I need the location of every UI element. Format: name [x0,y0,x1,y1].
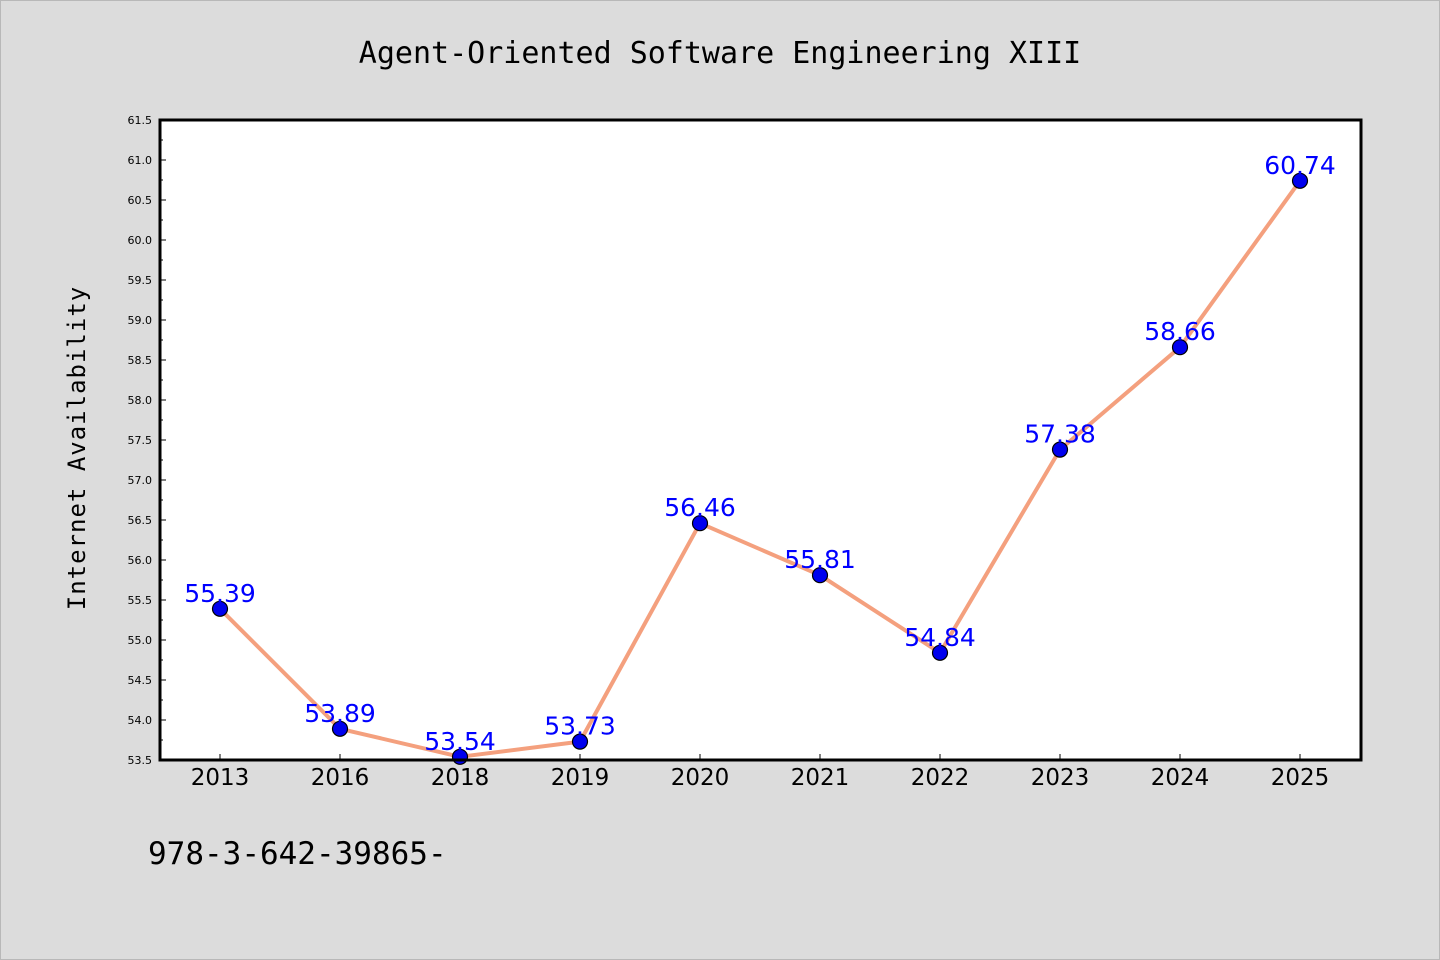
x-tick-label: 2019 [551,765,610,791]
y-tick-label: 57.0 [128,474,153,487]
x-axis: 2013 2016 2018 2019 2020 2021 2022 2023 2024 2025 [191,754,1330,791]
data-label: 54.84 [904,623,976,652]
data-label: 55.39 [184,579,256,608]
data-label: 53.54 [424,727,496,756]
data-labels: 55.39 53.89 53.54 53.73 56.46 55.81 54.84 57.38… [184,151,1336,756]
chart-title: Agent-Oriented Software Engineering XIII [359,36,1081,71]
data-label: 56.46 [664,493,736,522]
y-tick-label: 57.5 [128,434,153,447]
y-axis-label: Internet Availability [63,286,91,610]
x-tick-label: 2022 [911,765,970,791]
data-label: 55.81 [784,545,856,574]
data-label: 58.66 [1144,317,1216,346]
x-tick-label: 2024 [1151,765,1210,791]
x-tick-label: 2016 [311,765,370,791]
x-tick-label: 2023 [1031,765,1090,791]
y-tick-label: 59.0 [128,314,153,327]
data-point [691,515,709,532]
data-point [931,644,949,661]
data-point [571,733,589,750]
data-point [1291,172,1309,189]
x-tick-label: 2020 [671,765,730,791]
y-tick-label: 60.0 [128,234,153,247]
y-tick-label: 55.5 [128,594,153,607]
y-tick-label: 58.0 [128,394,153,407]
y-tick-label: 60.5 [128,194,153,207]
data-label: 53.89 [304,699,376,728]
y-tick-label: 54.5 [128,674,153,687]
data-label: 57.38 [1024,420,1096,449]
data-label: 53.73 [544,712,616,741]
footer-text: 978-3-642-39865- [148,836,447,872]
y-tick-label: 61.5 [128,114,153,127]
y-axis: 53.5 54.0 54.5 55.0 55.5 56.0 56.5 57.0 57.5 58.0… [128,114,166,767]
y-tick-label: 59.5 [128,274,153,287]
x-tick-label: 2021 [791,765,850,791]
y-tick-label: 53.5 [128,754,153,767]
x-tick-label: 2025 [1271,765,1330,791]
y-tick-label: 58.5 [128,354,153,367]
data-point [1051,441,1069,458]
plot-border [158,118,1363,762]
y-tick-label: 56.5 [128,514,153,527]
plot-area [160,120,1361,760]
data-label: 60.74 [1264,151,1336,180]
x-tick-label: 2018 [431,765,490,791]
y-tick-label: 61.0 [128,154,153,167]
y-tick-label: 56.0 [128,554,153,567]
y-tick-label: 54.0 [128,714,153,727]
data-point [331,720,349,737]
data-point [1171,339,1189,356]
series-line [218,179,1302,759]
x-tick-label: 2013 [191,765,250,791]
data-point [211,600,229,617]
series-line-path [218,179,1302,759]
data-point [811,567,829,584]
y-tick-label: 55.0 [128,634,153,647]
